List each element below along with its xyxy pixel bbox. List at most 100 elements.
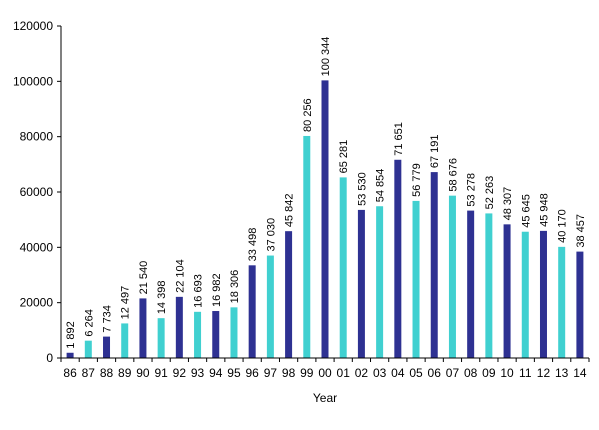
data-label-86: 1 892 — [65, 321, 77, 349]
bar-12 — [539, 230, 547, 358]
bar-03 — [376, 206, 384, 358]
y-tick-label: 60000 — [20, 185, 54, 199]
x-tick-label-10: 10 — [500, 366, 514, 380]
x-tick-label-02: 02 — [355, 366, 369, 380]
bar-88 — [103, 336, 111, 358]
bar-89 — [121, 323, 129, 358]
data-label-95: 18 306 — [229, 270, 241, 304]
bar-02 — [357, 209, 365, 358]
y-tick-label: 100000 — [13, 74, 53, 88]
data-label-01: 65 281 — [338, 140, 350, 174]
data-label-94: 16 982 — [211, 273, 223, 307]
data-label-11: 45 645 — [520, 194, 532, 228]
data-label-13: 40 170 — [557, 209, 569, 243]
bar-11 — [521, 231, 529, 358]
bar-13 — [558, 246, 566, 358]
x-tick-label-01: 01 — [337, 366, 351, 380]
x-tick-label-06: 06 — [428, 366, 442, 380]
x-tick-label-93: 93 — [191, 366, 205, 380]
data-label-92: 22 104 — [174, 259, 186, 293]
x-tick-label-05: 05 — [409, 366, 423, 380]
x-tick-label-89: 89 — [118, 366, 132, 380]
x-tick-label-13: 13 — [555, 366, 569, 380]
bar-01 — [339, 177, 347, 358]
x-tick-label-99: 99 — [300, 366, 314, 380]
bar-05 — [412, 200, 420, 358]
x-tick-label-95: 95 — [227, 366, 241, 380]
bar-08 — [467, 210, 475, 358]
data-label-09: 52 263 — [484, 176, 496, 210]
x-tick-label-14: 14 — [573, 366, 587, 380]
data-label-89: 12 497 — [120, 286, 132, 320]
y-tick-label: 40000 — [20, 240, 54, 254]
x-tick-label-86: 86 — [63, 366, 77, 380]
data-label-08: 53 278 — [466, 173, 478, 207]
bar-07 — [448, 195, 456, 358]
data-label-10: 48 307 — [502, 187, 514, 221]
bar-97 — [266, 255, 274, 358]
y-tick-label: 0 — [46, 351, 53, 365]
data-label-04: 71 651 — [393, 122, 405, 156]
bar-91 — [157, 318, 165, 358]
data-label-02: 53 530 — [356, 172, 368, 206]
bar-90 — [139, 298, 147, 358]
bar-10 — [503, 224, 511, 358]
x-tick-label-11: 11 — [519, 366, 532, 380]
x-tick-label-98: 98 — [282, 366, 296, 380]
data-label-05: 56 779 — [411, 163, 423, 197]
bar-96 — [248, 265, 256, 358]
bar-94 — [212, 311, 220, 358]
data-label-06: 67 191 — [429, 134, 441, 168]
data-labels: 1 892 6 264 7 734 12 497 21 540 14 398 22 104 1… — [65, 37, 587, 349]
bar-98 — [285, 231, 293, 358]
data-label-99: 80 256 — [302, 98, 314, 132]
x-tick-label-97: 97 — [264, 366, 278, 380]
data-label-98: 45 842 — [284, 194, 296, 228]
x-tick-label-94: 94 — [209, 366, 223, 380]
y-tick-label: 120000 — [13, 19, 53, 33]
bar-86 — [66, 352, 74, 358]
x-axis-title: Year — [313, 391, 337, 405]
data-label-88: 7 734 — [102, 305, 114, 333]
x-axis: 86 87 88 89 90 91 92 93 94 95 96 97 98 99 00 01 02 03 04 05… — [60, 358, 590, 380]
x-tick-label-12: 12 — [537, 366, 551, 380]
data-label-91: 14 398 — [156, 281, 168, 315]
x-tick-label-90: 90 — [136, 366, 150, 380]
x-tick-label-96: 96 — [245, 366, 259, 380]
x-tick-label-91: 91 — [154, 366, 168, 380]
bar-06 — [430, 172, 438, 358]
data-label-00: 100 344 — [320, 37, 332, 77]
x-tick-label-08: 08 — [464, 366, 478, 380]
x-tick-label-03: 03 — [373, 366, 387, 380]
data-label-03: 54 854 — [375, 169, 387, 203]
data-label-14: 38 457 — [575, 214, 587, 248]
bar-99 — [303, 135, 311, 358]
data-label-07: 58 676 — [447, 158, 459, 192]
y-tick-label: 20000 — [20, 296, 54, 310]
data-label-97: 37 030 — [265, 218, 277, 252]
bar-14 — [576, 251, 584, 358]
x-tick-label-88: 88 — [100, 366, 114, 380]
x-tick-label-09: 09 — [482, 366, 496, 380]
x-tick-label-92: 92 — [173, 366, 187, 380]
data-label-90: 21 540 — [138, 261, 150, 295]
data-label-93: 16 693 — [193, 274, 205, 308]
bars — [66, 80, 584, 358]
bar-00 — [321, 80, 329, 358]
bar-87 — [84, 340, 92, 358]
bar-95 — [230, 307, 238, 358]
y-tick-label: 80000 — [20, 130, 54, 144]
x-tick-label-87: 87 — [82, 366, 96, 380]
data-label-12: 45 948 — [538, 193, 550, 227]
bar-92 — [175, 296, 183, 358]
bar-09 — [485, 213, 493, 358]
data-label-87: 6 264 — [83, 309, 95, 337]
x-tick-label-00: 00 — [318, 366, 332, 380]
bar-04 — [394, 159, 402, 358]
y-axis: 0 20000 40000 60000 80000 100000 120000 — [13, 19, 61, 365]
x-tick-label-04: 04 — [391, 366, 405, 380]
data-label-96: 33 498 — [247, 228, 259, 262]
bar-93 — [194, 311, 202, 358]
